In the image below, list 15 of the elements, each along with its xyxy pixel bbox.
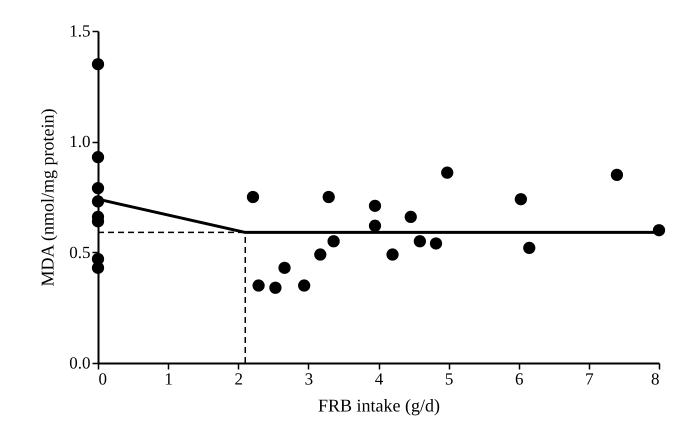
x-tick-label: 3	[304, 370, 314, 388]
y-tick-label: 1.5	[69, 22, 90, 40]
x-tick-label: 2	[234, 370, 243, 388]
x-tick-label: 1	[164, 370, 173, 388]
x-tick-label: 7	[585, 370, 594, 388]
y-tick-label: 0.0	[69, 354, 90, 372]
x-tick-label: 6	[515, 370, 524, 388]
x-axis-title: FRB intake (g/d)	[318, 396, 440, 416]
x-tick-label: 0	[98, 370, 107, 388]
y-axis-title: MDA (nmol/mg protein)	[37, 108, 58, 286]
x-tick-label: 8	[651, 370, 660, 388]
y-tick-label: 1.0	[69, 132, 90, 152]
x-tick-label: 5	[444, 370, 454, 388]
x-tick-label: 4	[374, 370, 384, 388]
y-tick-label: 0.5	[69, 242, 90, 262]
